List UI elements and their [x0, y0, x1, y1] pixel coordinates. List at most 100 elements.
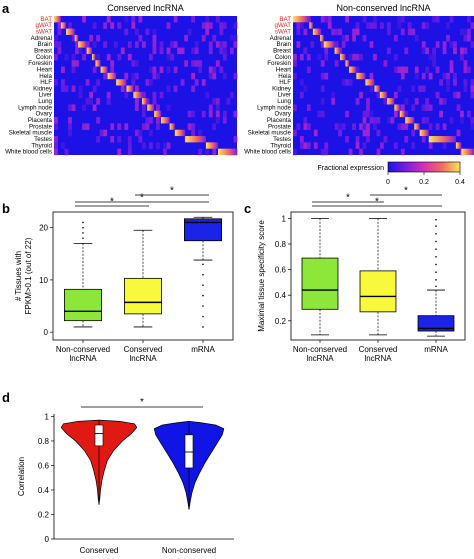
heatmap-cell	[334, 41, 339, 48]
heatmap-cell	[205, 16, 210, 23]
heatmap-cell	[68, 129, 72, 137]
heatmap-cell	[54, 142, 58, 149]
y-tick-label: 0.2	[38, 510, 50, 519]
heatmap-cell	[106, 53, 111, 61]
heatmap-cell	[460, 28, 464, 36]
heatmap-cell	[173, 41, 178, 48]
heatmap-cell	[71, 66, 76, 74]
heatmap-diagonal-block	[455, 142, 462, 149]
heatmap-cell	[124, 85, 129, 93]
box-1	[359, 217, 397, 343]
heatmap-cell	[233, 110, 238, 118]
heatmap-cell	[145, 28, 150, 36]
heatmap-cell	[170, 41, 174, 48]
heatmap-cell	[166, 85, 171, 93]
heatmap-cell	[404, 98, 409, 105]
heatmap-cell	[446, 22, 450, 29]
heatmap-cell	[393, 91, 398, 99]
colorbar-tick-label: 0	[386, 179, 390, 186]
violin-1	[153, 421, 225, 510]
heatmap-cell	[75, 41, 79, 48]
heatmap-cell	[470, 123, 474, 130]
heatmap-cell	[324, 148, 329, 156]
heatmap-diagonal-block	[414, 123, 420, 130]
heatmap-cell	[439, 98, 443, 105]
heatmap-cell	[435, 41, 440, 48]
heatmap-cell	[233, 41, 238, 48]
heatmap-cell	[345, 110, 349, 118]
heatmap-row-label: Thyroid	[31, 142, 52, 149]
heatmap-cell	[138, 16, 143, 23]
heatmap-cell	[376, 148, 381, 156]
outlier-point	[82, 237, 84, 239]
significance-star: *	[110, 197, 114, 208]
heatmap-cell	[134, 60, 139, 67]
heatmap-cell	[166, 47, 171, 55]
heatmap-cell	[212, 72, 217, 80]
heatmap-cell	[106, 98, 111, 105]
heatmap-cell	[373, 53, 377, 61]
heatmap-cell	[212, 148, 217, 156]
heatmap-cell	[110, 123, 115, 130]
heatmap-cell	[362, 34, 367, 42]
heatmap-cell	[226, 98, 231, 105]
heatmap-cell	[180, 47, 185, 55]
outlier-point	[82, 232, 84, 234]
box-1	[124, 229, 163, 343]
heatmap-cell	[293, 129, 297, 137]
heatmap-diagonal-block	[365, 79, 375, 86]
heatmap-cell	[166, 53, 171, 61]
heatmap-cell	[306, 104, 311, 111]
heatmap-cell	[85, 79, 90, 86]
colorbar-tick-label: 0.4	[455, 179, 465, 186]
heatmap-cell	[463, 47, 468, 55]
heatmap-cell	[407, 22, 412, 29]
heatmap-cell	[414, 72, 419, 80]
heatmap-cell	[320, 98, 325, 105]
heatmap-cell	[303, 142, 308, 149]
heatmap-cell	[103, 129, 108, 137]
heatmap-cell	[324, 16, 329, 23]
x-tick-label: mRNA	[424, 345, 448, 354]
heatmap-cell	[414, 98, 419, 105]
heatmap-cell	[54, 34, 58, 42]
outlier-point	[202, 284, 204, 286]
heatmap-cell	[103, 72, 108, 80]
heatmap-cell	[127, 41, 132, 48]
heatmap-cell	[163, 148, 167, 156]
heatmap-cell	[327, 22, 332, 29]
heatmap-cell	[467, 110, 471, 118]
outlier-point	[202, 263, 204, 266]
heatmap-cell	[470, 85, 474, 93]
heatmap-cell	[411, 142, 416, 149]
outlier-point	[435, 225, 437, 227]
heatmap-cell	[359, 53, 363, 61]
heatmap-cell	[400, 72, 405, 80]
heatmap-cell	[191, 129, 196, 137]
heatmap-diagonal-block	[161, 117, 170, 124]
heatmap-cell	[106, 91, 111, 99]
heatmap-row-label: White blood cells	[244, 149, 291, 156]
heatmap-cell	[411, 104, 416, 111]
heatmap-cell	[184, 34, 189, 42]
y-tick-label: 1	[282, 214, 287, 223]
heatmap-cell	[463, 85, 468, 93]
heatmap-cell	[376, 129, 381, 137]
heatmap-cell	[432, 60, 437, 67]
heatmap-cell	[215, 16, 220, 23]
y-tick-label: 0.8	[38, 437, 50, 446]
heatmap-row-label: Liver	[39, 92, 52, 99]
heatmap-cell	[166, 22, 171, 29]
heatmap-cell	[191, 72, 196, 80]
heatmap-row-label: sWAT	[275, 29, 291, 36]
heatmap-cell	[463, 34, 468, 42]
heatmap-cell	[383, 98, 388, 105]
heatmap-row-label: Hela	[39, 73, 52, 80]
heatmap-cell	[449, 117, 454, 124]
heatmap-cell	[303, 47, 308, 55]
heatmap-cell	[400, 28, 405, 36]
heatmap-cell	[180, 79, 185, 86]
heatmap-cell	[152, 98, 157, 105]
heatmap-cell	[442, 98, 447, 105]
heatmap-cell	[467, 28, 471, 36]
